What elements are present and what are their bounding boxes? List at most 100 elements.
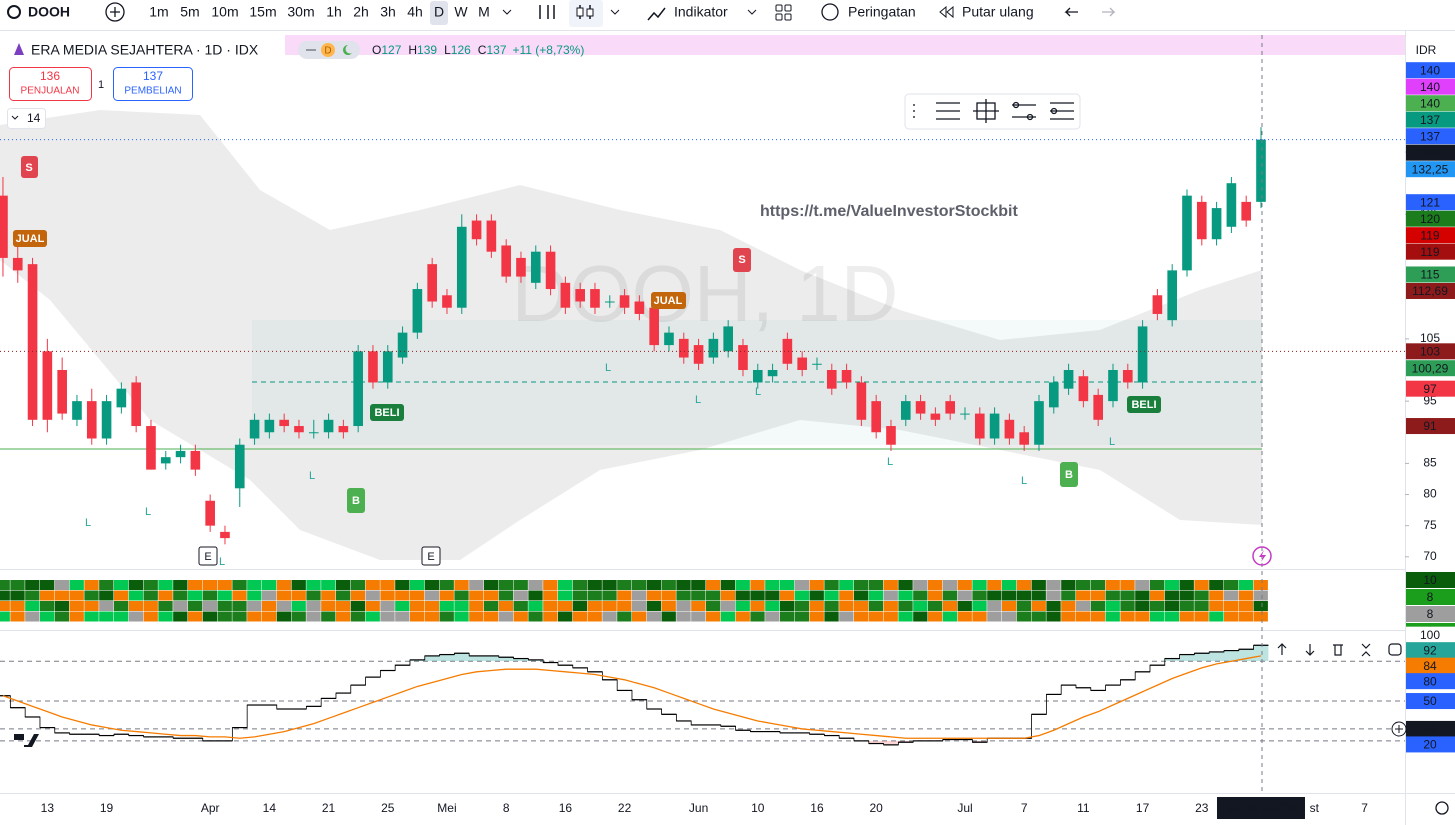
heat-cell (143, 580, 158, 590)
heat-cell (528, 611, 543, 622)
interval[interactable]: 5m (180, 4, 199, 20)
candle-body (308, 432, 319, 434)
quantity-box[interactable] (7, 108, 46, 129)
heat-cell (469, 611, 484, 622)
x-tick-label: Apr (201, 801, 220, 815)
signal-tag (651, 292, 686, 309)
x-tick-label: 11 (1077, 801, 1090, 815)
link[interactable]: https://t.me/ValueInvestorStockbit (760, 203, 1019, 220)
heat-cell (1031, 590, 1046, 601)
replay-button[interactable]: Putar ulang (962, 4, 1034, 20)
redo[interactable] (1102, 7, 1116, 17)
symbol[interactable]: DOOH (28, 4, 70, 20)
interval[interactable]: 10m (211, 4, 238, 20)
heat-cell (39, 611, 55, 622)
heat-cell (84, 611, 99, 622)
heat-cell (927, 580, 943, 590)
heat-cell (927, 601, 943, 611)
legend-title: ERA MEDIA SEJAHTERA · 1D · IDX (31, 42, 259, 58)
heat-cell (424, 611, 440, 622)
brand-logo[interactable] (14, 734, 39, 747)
heat-cell (1164, 590, 1180, 601)
interval[interactable]: 15m (249, 4, 276, 20)
heat-cell (794, 601, 810, 611)
price-badge-label: 97 (1423, 382, 1437, 396)
indicators-button[interactable]: Indikator (674, 4, 728, 20)
heat-cell (202, 601, 218, 611)
signal: S (25, 162, 32, 174)
symbol-logo (14, 43, 24, 55)
chevron[interactable] (502, 9, 512, 15)
x-tick-label: Mei (437, 801, 456, 815)
candle-body (86, 401, 97, 439)
earnings-tag[interactable] (421, 546, 441, 566)
overbought-fill (409, 645, 1269, 661)
signal: L (145, 506, 151, 518)
layout-icon[interactable] (775, 4, 792, 21)
session-icon (343, 45, 352, 55)
heat-cell (1209, 580, 1224, 590)
heat-cell (10, 590, 25, 601)
heat-cell (454, 601, 469, 611)
price-badge-label: 29 (1423, 722, 1437, 736)
chart-type-selected[interactable] (569, 0, 603, 27)
heat-cell (187, 611, 203, 622)
pane-buttons[interactable] (1277, 643, 1402, 657)
search-icon[interactable] (7, 5, 21, 19)
interval[interactable]: 2h (353, 4, 369, 20)
interval[interactable]: D (434, 4, 444, 20)
candle-body (678, 338, 689, 358)
alert-marker[interactable] (1252, 546, 1272, 566)
heat-cell (1238, 580, 1254, 590)
candle-icon-body (576, 7, 584, 17)
heat-cell (395, 580, 410, 590)
heat-cell (247, 611, 262, 622)
buy-button[interactable] (113, 67, 193, 101)
candle-body (1152, 295, 1163, 314)
heat-cell (39, 590, 55, 601)
price-badge (1406, 161, 1455, 178)
heat-cell (498, 611, 514, 622)
price-badge-label: 100,29 (1412, 361, 1449, 375)
heat-cell (0, 580, 10, 590)
heat-cell (883, 611, 898, 622)
interval[interactable]: 4h (407, 4, 423, 20)
chevron[interactable] (610, 9, 620, 15)
candle-body (619, 295, 630, 308)
interval[interactable]: 1m (149, 4, 168, 20)
undo[interactable] (1064, 7, 1078, 17)
compare-button[interactable] (105, 2, 125, 22)
interval[interactable]: 1h (326, 4, 342, 20)
interval[interactable]: 30m (287, 4, 314, 20)
interval[interactable]: 3h (380, 4, 396, 20)
candle-body (427, 264, 437, 302)
heat-cell (454, 590, 469, 601)
heat-cell (158, 601, 173, 611)
sell-button[interactable] (9, 67, 92, 101)
interval[interactable]: M (478, 4, 490, 20)
heat-cell (853, 601, 869, 611)
bars-icon[interactable] (539, 5, 555, 19)
heat-cell (824, 601, 839, 611)
settings[interactable] (1435, 801, 1449, 815)
heat-cell (972, 611, 987, 622)
price-badge-label: 120 (1420, 212, 1440, 226)
heat-cell (587, 590, 602, 601)
x-tick-label: 10 (751, 801, 765, 815)
heat-cell (306, 611, 321, 622)
heat-cell (898, 580, 913, 590)
heat-cell (1179, 590, 1194, 601)
floating-tools[interactable] (913, 99, 1074, 123)
quantity: 14 (27, 111, 41, 125)
heat-cell (483, 590, 499, 601)
earnings-tag[interactable] (198, 546, 218, 566)
heat-cell (113, 611, 129, 622)
alerts-button[interactable]: Peringatan (848, 4, 916, 20)
chevron[interactable] (747, 9, 757, 15)
heat-cell (1061, 611, 1076, 622)
heat-cell (853, 590, 869, 601)
heat-cell (335, 580, 351, 590)
interval[interactable]: W (454, 4, 468, 20)
heat-cell (247, 590, 262, 601)
signal-tag (21, 156, 38, 178)
